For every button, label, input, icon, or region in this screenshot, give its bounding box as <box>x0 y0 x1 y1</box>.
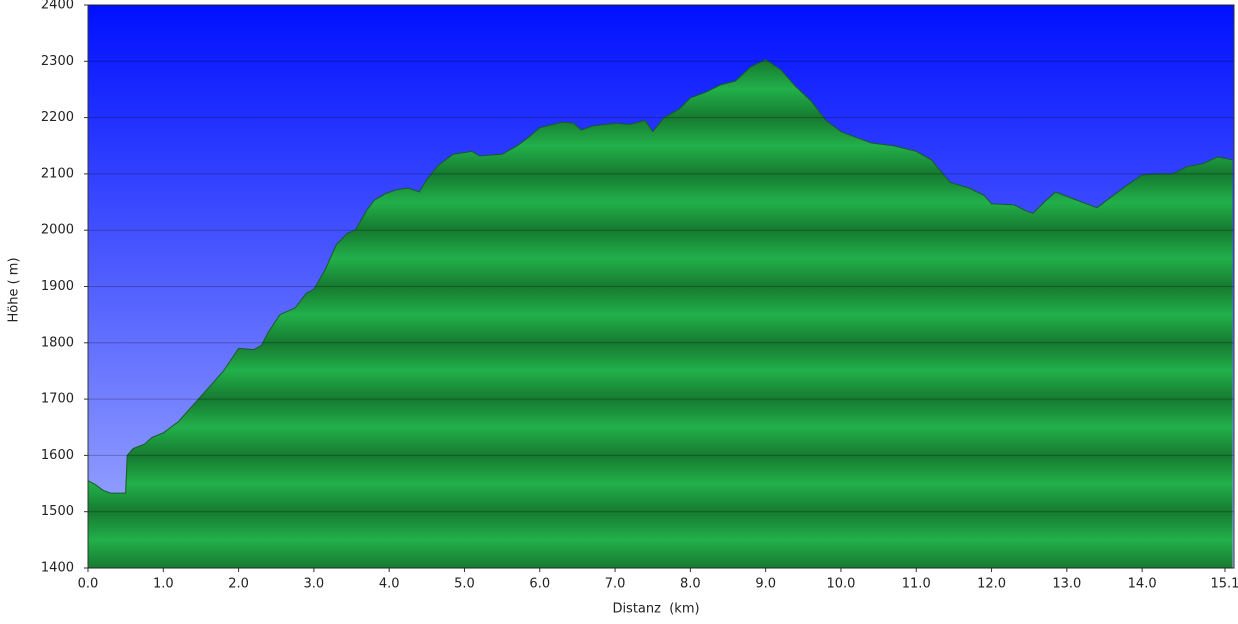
y-tick-label: 2100 <box>41 166 74 181</box>
y-tick-label: 1400 <box>41 561 74 576</box>
x-tick-label: 4.0 <box>379 577 400 592</box>
y-tick-label: 2300 <box>41 54 74 69</box>
y-tick-label: 2400 <box>41 0 74 13</box>
x-tick-label: 7.0 <box>605 577 626 592</box>
x-tick-label: 5.0 <box>454 577 475 592</box>
y-tick-label: 2200 <box>41 110 74 125</box>
y-tick-label: 2000 <box>41 223 74 238</box>
x-axis-label: Distanz (km) <box>612 602 699 617</box>
grid <box>88 4 1234 569</box>
x-tick-label: 0.0 <box>78 577 99 592</box>
x-tick-label: 14.0 <box>1128 577 1157 592</box>
x-tick-label: 12.0 <box>977 577 1006 592</box>
line <box>87 59 1233 494</box>
x-tick-label: 8.0 <box>680 577 701 592</box>
x-tick-label: 15.1 <box>1210 577 1238 592</box>
y-tick-label: 1600 <box>41 448 74 463</box>
y-tick-label: 1500 <box>41 504 74 519</box>
plot <box>87 59 1233 568</box>
x-tick-label: 13.0 <box>1052 577 1081 592</box>
y-tick-label: 1700 <box>41 392 74 407</box>
area <box>88 59 1233 568</box>
y-axis-label: Höhe ( m) <box>7 257 22 322</box>
y-tick-label: 1900 <box>41 279 74 294</box>
x-tick-label: 2.0 <box>228 577 249 592</box>
x-tick-label: 3.0 <box>304 577 325 592</box>
x-tick-label: 6.0 <box>529 577 550 592</box>
x-tick-label: 10.0 <box>826 577 855 592</box>
x-tick-label: 1.0 <box>153 577 174 592</box>
x-tick-label: 11.0 <box>902 577 931 592</box>
y-tick-label: 1800 <box>41 335 74 350</box>
x-tick-label: 9.0 <box>755 577 776 592</box>
